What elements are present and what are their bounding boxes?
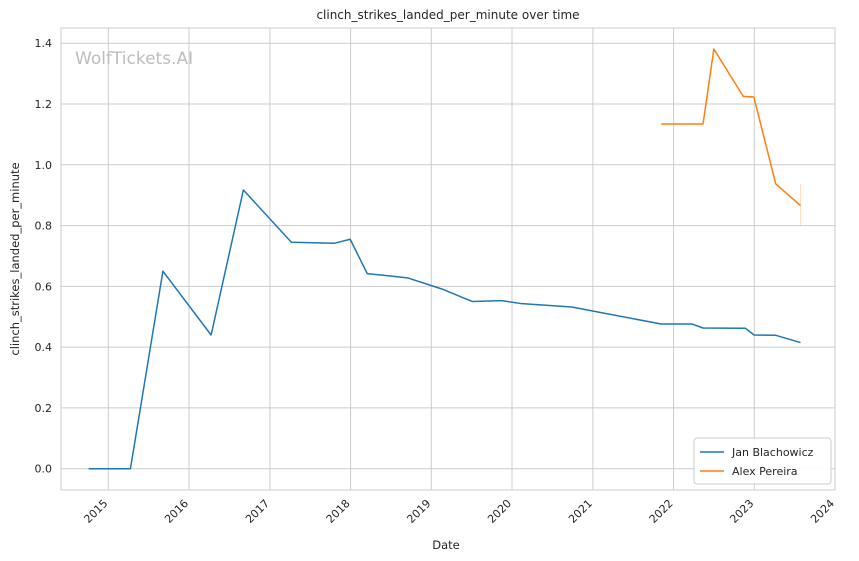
y-axis-label: clinch_strikes_landed_per_minute — [8, 162, 22, 355]
data-point — [660, 123, 662, 125]
y-tick-label: 1.4 — [35, 37, 53, 50]
data-point — [442, 288, 444, 290]
legend-label-alex-pereira: Alex Pereira — [732, 465, 798, 478]
data-point — [739, 327, 741, 329]
data-point — [702, 123, 704, 125]
y-tick-label: 1.2 — [35, 98, 53, 111]
data-point — [366, 272, 368, 274]
data-point — [210, 334, 212, 336]
y-axis-ticks: 0.0 0.2 0.4 0.6 0.8 1.0 1.2 1.4 — [35, 37, 53, 476]
y-tick-label: 0.8 — [35, 220, 53, 233]
y-tick-label: 0.6 — [35, 280, 53, 293]
data-point — [333, 242, 335, 244]
data-point — [775, 334, 777, 336]
data-point — [162, 270, 164, 272]
data-point — [471, 300, 473, 302]
data-point — [702, 327, 704, 329]
data-point — [753, 334, 755, 336]
legend-label-jan-blachowicz: Jan Blachowicz — [731, 446, 814, 459]
data-point — [406, 277, 408, 279]
data-point — [349, 238, 351, 240]
data-point — [753, 96, 755, 98]
data-point — [744, 327, 746, 329]
plot-frame — [60, 27, 836, 491]
data-point — [570, 306, 572, 308]
chart-title: clinch_strikes_landed_per_minute over ti… — [316, 8, 579, 22]
x-axis-label: Date — [432, 538, 460, 552]
data-point — [713, 48, 715, 50]
data-point — [799, 204, 801, 206]
data-point — [501, 299, 503, 301]
watermark: WolfTickets.AI — [75, 49, 193, 69]
data-point — [799, 341, 801, 343]
y-tick-label: 1.0 — [35, 159, 53, 172]
series-jan-blachowicz — [87, 189, 801, 470]
data-point — [660, 323, 662, 325]
y-tick-label: 0.0 — [35, 463, 53, 476]
data-point — [775, 183, 777, 185]
data-point — [521, 302, 523, 304]
data-point — [742, 95, 744, 97]
data-point — [290, 241, 292, 243]
data-point — [242, 189, 244, 191]
series — [87, 48, 802, 470]
grid — [61, 28, 836, 490]
data-point — [691, 323, 693, 325]
data-point — [87, 468, 89, 470]
series-line — [88, 189, 801, 470]
series-line — [661, 48, 802, 207]
data-point — [685, 123, 687, 125]
y-tick-label: 0.2 — [35, 402, 53, 415]
legend-box — [693, 437, 832, 485]
y-tick-label: 0.4 — [35, 341, 53, 354]
series-alex-pereira — [660, 48, 802, 226]
data-point — [129, 468, 131, 470]
legend: Jan Blachowicz Alex Pereira — [693, 437, 832, 485]
